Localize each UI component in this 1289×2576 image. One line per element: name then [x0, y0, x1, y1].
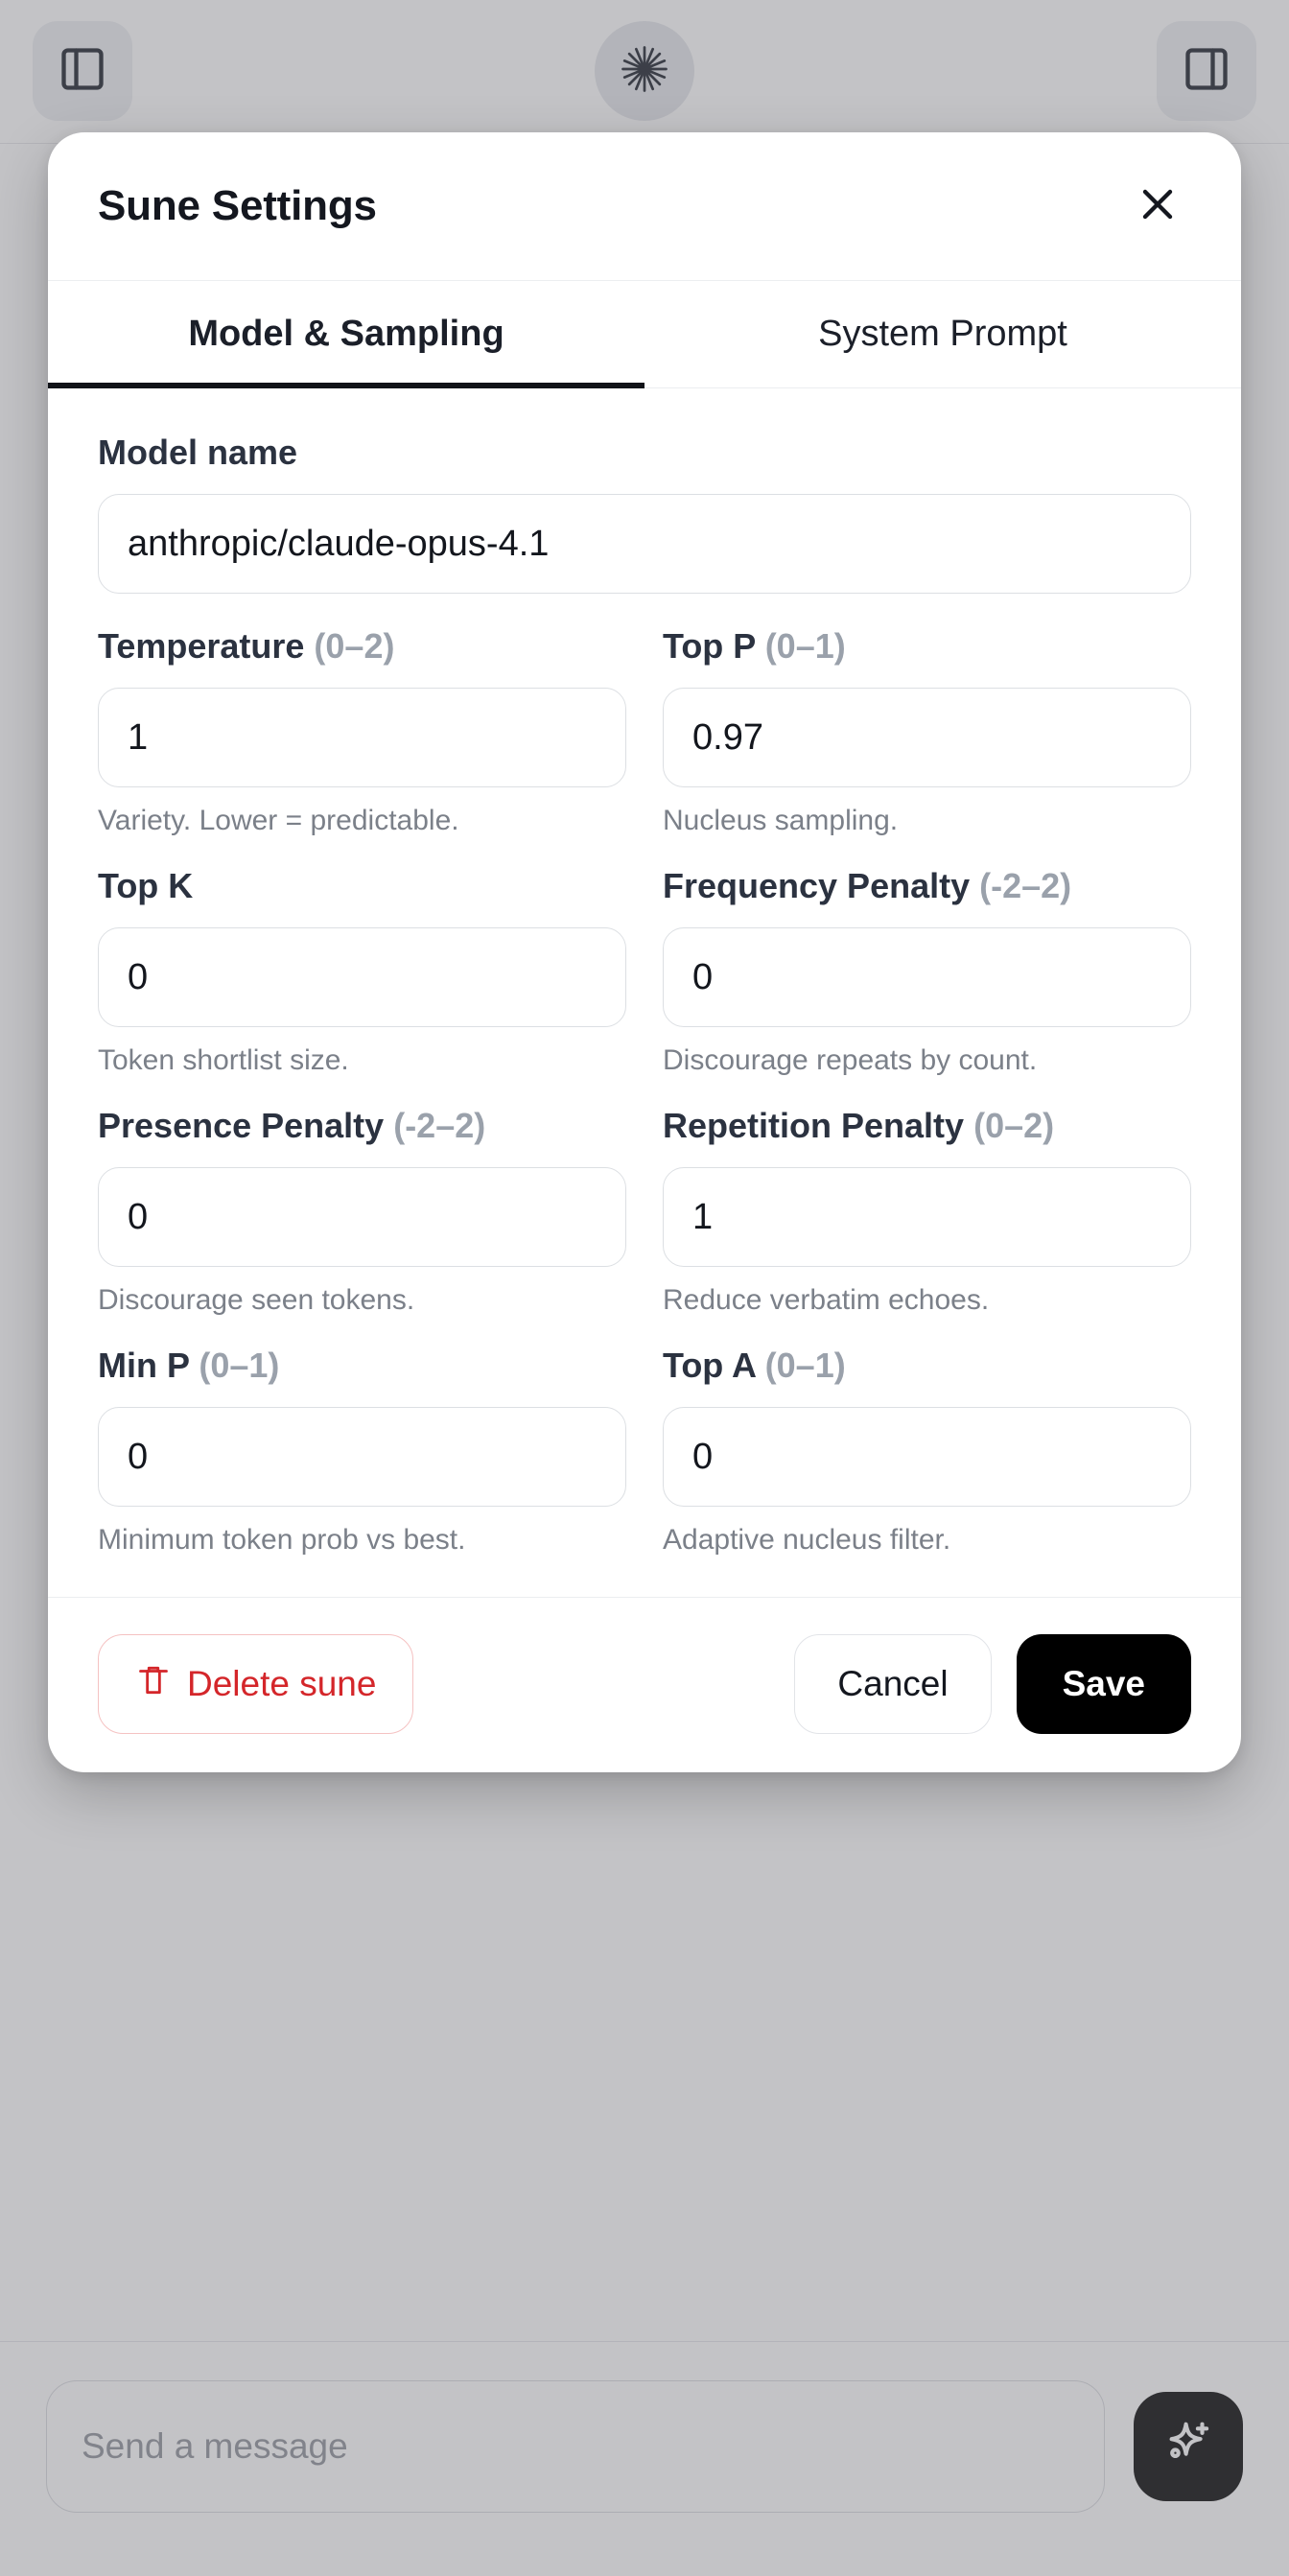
top-a-input[interactable]: 0: [663, 1407, 1191, 1507]
field-range: (0–2): [314, 626, 395, 666]
page-title: Sune Settings: [98, 182, 377, 229]
input-value: 1: [128, 716, 149, 758]
field-top-k: Top K 0 Token shortlist size.: [98, 866, 626, 1077]
field-model-name: Model name anthropic/claude-opus-4.1: [98, 433, 1191, 594]
field-top-p: Top P (0–1) 0.97 Nucleus sampling.: [663, 626, 1191, 837]
field-repetition-penalty: Repetition Penalty (0–2) 1 Reduce verbat…: [663, 1106, 1191, 1317]
dialog-body: Model name anthropic/claude-opus-4.1 Tem…: [48, 388, 1241, 1598]
dialog-footer: Delete sune Cancel Save: [48, 1598, 1241, 1772]
sune-settings-dialog: Sune Settings Model & Sampling System Pr…: [48, 132, 1241, 1772]
temperature-input[interactable]: 1: [98, 688, 626, 787]
field-label-text: Frequency Penalty: [663, 866, 971, 905]
sampling-fields-grid: Temperature (0–2) 1 Variety. Lower = pre…: [98, 626, 1191, 1557]
model-name-input[interactable]: anthropic/claude-opus-4.1: [98, 494, 1191, 594]
panel-right-icon: [1182, 44, 1231, 99]
input-value: 0.97: [692, 716, 763, 758]
message-input-placeholder: Send a message: [82, 2426, 348, 2466]
field-label-text: Temperature: [98, 626, 305, 666]
field-min-p: Min P (0–1) 0 Minimum token prob vs best…: [98, 1346, 626, 1557]
message-input[interactable]: Send a message: [46, 2380, 1105, 2513]
cancel-label: Cancel: [837, 1664, 949, 1703]
field-range: (-2–2): [979, 866, 1072, 905]
tab-system-prompt[interactable]: System Prompt: [644, 281, 1241, 387]
field-label: Temperature (0–2): [98, 626, 626, 667]
field-hint: Reduce verbatim echoes.: [663, 1284, 990, 1316]
field-label: Frequency Penalty (-2–2): [663, 866, 1191, 906]
field-hint: Discourage repeats by count.: [663, 1044, 1038, 1076]
input-value: anthropic/claude-opus-4.1: [128, 523, 550, 564]
min-p-input[interactable]: 0: [98, 1407, 626, 1507]
sidebar-toggle-left-button[interactable]: [33, 21, 132, 121]
frequency-penalty-input[interactable]: 0: [663, 927, 1191, 1027]
asterisk-icon: [619, 43, 670, 100]
field-hint: Token shortlist size.: [98, 1044, 349, 1076]
field-top-a: Top A (0–1) 0 Adaptive nucleus filter.: [663, 1346, 1191, 1557]
field-range: (0–1): [764, 626, 846, 666]
top-k-input[interactable]: 0: [98, 927, 626, 1027]
field-label: Top A (0–1): [663, 1346, 1191, 1386]
tab-label: Model & Sampling: [188, 314, 504, 354]
delete-sune-button[interactable]: Delete sune: [98, 1634, 414, 1734]
sidebar-toggle-right-button[interactable]: [1157, 21, 1256, 121]
close-icon: [1135, 181, 1181, 232]
field-label: Presence Penalty (-2–2): [98, 1106, 626, 1146]
field-frequency-penalty: Frequency Penalty (-2–2) 0 Discourage re…: [663, 866, 1191, 1077]
brand-asterisk-button[interactable]: [595, 21, 694, 121]
top-p-input[interactable]: 0.97: [663, 688, 1191, 787]
field-range: (0–1): [199, 1346, 280, 1385]
field-label-text: Min P: [98, 1346, 190, 1385]
field-range: (0–1): [764, 1346, 846, 1385]
save-button[interactable]: Save: [1016, 1634, 1191, 1734]
field-label-text: Top P: [663, 626, 756, 666]
input-value: 0: [692, 1436, 714, 1477]
input-value: 1: [692, 1196, 714, 1237]
field-presence-penalty: Presence Penalty (-2–2) 0 Discourage see…: [98, 1106, 626, 1317]
field-label: Top K: [98, 866, 626, 906]
field-label: Min P (0–1): [98, 1346, 626, 1386]
dialog-tabs: Model & Sampling System Prompt: [48, 281, 1241, 388]
input-value: 0: [128, 1196, 149, 1237]
field-label: Top P (0–1): [663, 626, 1191, 667]
field-hint: Discourage seen tokens.: [98, 1284, 415, 1316]
input-value: 0: [128, 956, 149, 997]
field-hint: Variety. Lower = predictable.: [98, 805, 459, 836]
top-bar: [0, 0, 1289, 144]
field-range: (0–2): [973, 1106, 1055, 1145]
footer-actions: Cancel Save: [794, 1634, 1191, 1734]
send-button[interactable]: [1134, 2392, 1243, 2501]
composer: Send a message: [0, 2341, 1289, 2576]
save-label: Save: [1062, 1664, 1145, 1703]
sparkles-icon: [1160, 2417, 1216, 2477]
field-hint: Minimum token prob vs best.: [98, 1524, 466, 1556]
presence-penalty-input[interactable]: 0: [98, 1167, 626, 1267]
input-value: 0: [128, 1436, 149, 1477]
field-label-text: Repetition Penalty: [663, 1106, 965, 1145]
close-button[interactable]: [1124, 173, 1191, 240]
field-label: Repetition Penalty (0–2): [663, 1106, 1191, 1146]
field-label-text: Presence Penalty: [98, 1106, 385, 1145]
panel-left-icon: [58, 44, 107, 99]
field-label: Model name: [98, 433, 298, 472]
input-value: 0: [692, 956, 714, 997]
field-hint: Nucleus sampling.: [663, 805, 899, 836]
field-hint: Adaptive nucleus filter.: [663, 1524, 951, 1556]
repetition-penalty-input[interactable]: 1: [663, 1167, 1191, 1267]
field-temperature: Temperature (0–2) 1 Variety. Lower = pre…: [98, 626, 626, 837]
field-label-text: Top A: [663, 1346, 756, 1385]
cancel-button[interactable]: Cancel: [794, 1634, 992, 1734]
tab-model-and-sampling[interactable]: Model & Sampling: [48, 281, 644, 388]
field-label-text: Top K: [98, 866, 194, 905]
field-range: (-2–2): [393, 1106, 486, 1145]
tab-label: System Prompt: [818, 314, 1067, 354]
delete-sune-label: Delete sune: [187, 1664, 377, 1703]
trash-icon: [135, 1662, 172, 1707]
dialog-header: Sune Settings: [48, 132, 1241, 281]
